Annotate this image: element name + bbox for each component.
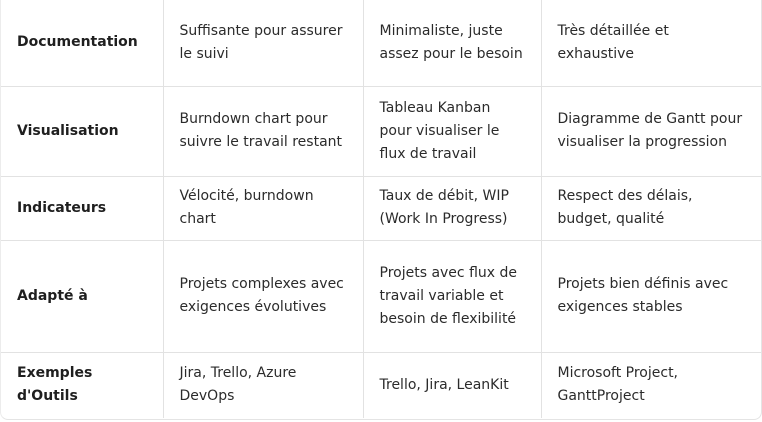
table-cell: Jira, Trello, Azure DevOps bbox=[163, 352, 364, 418]
table-cell: Minimaliste, juste assez pour le besoin bbox=[363, 0, 542, 87]
row-label: Adapté à bbox=[1, 240, 164, 353]
table-row-indicateurs: Indicateurs Vélocité, burndown chart Tau… bbox=[1, 176, 761, 241]
table-cell: Taux de débit, WIP (Work In Progress) bbox=[363, 176, 542, 241]
table-cell: Respect des délais, budget, qualité bbox=[541, 176, 761, 241]
table-row-exemples: Exemples d'Outils Jira, Trello, Azure De… bbox=[1, 352, 761, 418]
table-row-documentation: Documentation Suffisante pour assurer le… bbox=[1, 0, 761, 87]
table-cell: Burndown chart pour suivre le travail re… bbox=[163, 86, 364, 177]
row-label: Exemples d'Outils bbox=[1, 352, 164, 418]
table-cell: Tableau Kanban pour visualiser le flux d… bbox=[363, 86, 542, 177]
table-cell: Suffisante pour assurer le suivi bbox=[163, 0, 364, 87]
table-cell: Très détaillée et exhaustive bbox=[541, 0, 761, 87]
table-row-visualisation: Visualisation Burndown chart pour suivre… bbox=[1, 86, 761, 177]
table-cell: Microsoft Project, GanttProject bbox=[557, 365, 679, 405]
row-label: Visualisation bbox=[1, 86, 164, 177]
table-cell: Projets avec flux de travail variable et… bbox=[363, 240, 542, 353]
row-label: Documentation bbox=[1, 0, 164, 87]
table-cell: Vélocité, burndown chart bbox=[163, 176, 364, 241]
table-cell: Trello, Jira, LeanKit bbox=[363, 352, 542, 418]
row-label: Indicateurs bbox=[1, 176, 164, 241]
table-cell: Diagramme de Gantt pour visualiser la pr… bbox=[541, 86, 761, 177]
table-cell: Projets bien définis avec exigences stab… bbox=[541, 240, 761, 353]
table-row-adapte: Adapté à Projets complexes avec exigence… bbox=[1, 240, 761, 353]
table-cell: Projets complexes avec exigences évoluti… bbox=[163, 240, 364, 353]
